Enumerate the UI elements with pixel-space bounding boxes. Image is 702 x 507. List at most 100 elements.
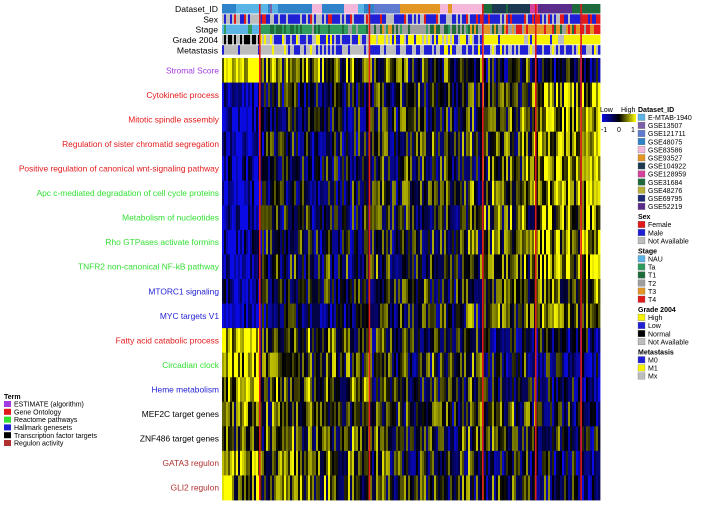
heatmap-cell <box>528 156 531 182</box>
heatmap-cell <box>548 82 551 108</box>
heatmap-cell <box>244 401 247 427</box>
heatmap-cell <box>364 377 367 403</box>
heatmap-cell <box>224 180 227 206</box>
heatmap-cell <box>528 352 531 378</box>
heatmap-cell <box>516 450 519 476</box>
heatmap-cell <box>568 58 571 83</box>
heatmap-cell <box>358 328 361 354</box>
row-label: Regulation of sister chromatid segregati… <box>62 139 219 149</box>
heatmap-cell <box>294 131 297 157</box>
heatmap-cell <box>588 279 591 304</box>
heatmap-cell <box>454 82 457 108</box>
row-label: Mitotic spindle assembly <box>128 114 220 124</box>
heatmap-cell <box>248 229 251 255</box>
heatmap-cell <box>356 156 359 182</box>
heatmap-cell <box>576 205 579 231</box>
heatmap-cell <box>468 131 471 157</box>
heatmap-cell <box>396 279 399 304</box>
heatmap-cell <box>360 401 363 427</box>
annotation-cell <box>424 34 427 45</box>
heatmap-cell <box>462 82 465 108</box>
heatmap-cell <box>358 58 361 83</box>
heatmap-cell <box>466 377 469 403</box>
annotation-cell <box>260 14 263 24</box>
heatmap-cell <box>312 328 315 354</box>
heatmap-cell <box>544 279 547 304</box>
heatmap-cell <box>384 328 387 354</box>
heatmap-cell <box>236 82 239 108</box>
annotation-cell <box>256 4 259 14</box>
heatmap-cell <box>566 475 569 501</box>
annotation-cell <box>226 4 229 14</box>
heatmap-cell <box>320 426 323 452</box>
heatmap-cell <box>514 426 517 452</box>
heatmap-cell <box>244 352 247 378</box>
annotation-cell <box>390 14 393 24</box>
heatmap-cell <box>538 82 541 108</box>
heatmap-cell <box>350 352 353 378</box>
heatmap-cell <box>318 107 321 133</box>
heatmap-cell <box>598 82 601 108</box>
heatmap-cell <box>478 82 481 108</box>
heatmap-cell <box>504 58 507 83</box>
annotation-cell <box>388 45 391 55</box>
heatmap-cell <box>384 279 387 304</box>
heatmap-cell <box>284 229 287 255</box>
heatmap-cell <box>276 426 279 452</box>
annotation-cell <box>296 24 299 35</box>
annotation-cell <box>308 45 311 55</box>
heatmap-cell <box>514 254 517 280</box>
heatmap-cell <box>320 377 323 403</box>
heatmap-cell <box>472 377 475 403</box>
heatmap-cell <box>428 107 431 133</box>
heatmap-cell <box>520 401 523 427</box>
heatmap-cell <box>310 58 313 83</box>
heatmap-cell <box>590 254 593 280</box>
heatmap-cell <box>394 401 397 427</box>
annotation-cell <box>456 14 459 24</box>
heatmap-cell <box>234 426 237 452</box>
heatmap-cell <box>344 107 347 133</box>
annotation-cell <box>498 45 501 55</box>
heatmap-cell <box>550 475 553 501</box>
annotation-cell <box>552 14 555 24</box>
heatmap-cell <box>412 450 415 476</box>
heatmap-cell <box>454 401 457 427</box>
heatmap-cell <box>228 279 231 304</box>
heatmap-cell <box>570 352 573 378</box>
heatmap-cell <box>254 377 257 403</box>
heatmap-cell <box>542 377 545 403</box>
heatmap-cell <box>370 450 373 476</box>
heatmap-cell <box>290 131 293 157</box>
heatmap-cell <box>470 328 473 354</box>
row-label: Fatty acid catabolic process <box>116 335 219 345</box>
heatmap-cell <box>540 229 543 255</box>
heatmap-cell <box>598 254 601 280</box>
heatmap-cell <box>298 401 301 427</box>
heatmap-cell <box>354 450 357 476</box>
heatmap-cell <box>490 58 493 83</box>
heatmap-cell <box>492 229 495 255</box>
heatmap-cell <box>420 229 423 255</box>
heatmap-cell <box>252 131 255 157</box>
heatmap-cell <box>420 254 423 280</box>
annotation-track-label: Stage <box>196 25 219 35</box>
annotation-cell <box>310 24 313 35</box>
heatmap-cell <box>560 352 563 378</box>
heatmap-cell <box>382 131 385 157</box>
annotation-cell <box>594 24 597 35</box>
heatmap-cell <box>322 180 325 206</box>
heatmap-cell <box>504 475 507 501</box>
annotation-cell <box>248 34 251 45</box>
heatmap-cell <box>320 328 323 354</box>
annotation-cell <box>370 4 373 14</box>
heatmap-cell <box>488 279 491 304</box>
annotation-cell <box>532 4 535 14</box>
heatmap-cell <box>330 475 333 501</box>
heatmap-cell <box>298 475 301 501</box>
annotation-cell <box>516 34 519 45</box>
heatmap-cell <box>526 475 529 501</box>
heatmap-cell <box>552 254 555 280</box>
heatmap-cell <box>306 205 309 231</box>
heatmap-cell <box>582 107 585 133</box>
